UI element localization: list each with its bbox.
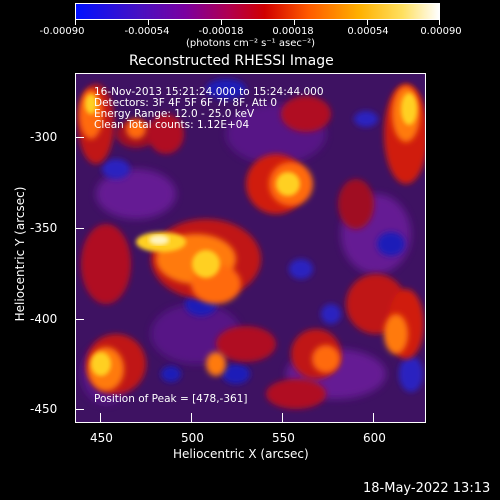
colorbar-tick-label: -0.00018	[198, 26, 244, 37]
rhessi-image: 16-Nov-2013 15:21:24.000 to 15:24:44.000…	[75, 73, 426, 423]
y-tick-label: -400	[30, 312, 58, 326]
colorbar	[75, 3, 440, 20]
footer-timestamp: 18-May-2022 13:13	[363, 481, 491, 496]
rhessi-image-map	[76, 74, 425, 422]
colorbar-ticks	[75, 20, 440, 26]
x-axis-ticks	[75, 413, 426, 423]
y-axis-ticks	[75, 73, 85, 423]
x-axis-label: Heliocentric X (arcsec)	[173, 447, 309, 461]
info-detectors: Detectors: 3F 4F 5F 6F 7F 8F, Att 0	[94, 97, 278, 109]
x-tick-label: 500	[181, 431, 204, 445]
peak-position-label: Position of Peak = [478,-361]	[94, 393, 248, 405]
x-tick-label: 600	[363, 431, 386, 445]
y-tick-label: -300	[30, 130, 58, 144]
colorbar-tick-label: -0.00090	[39, 26, 85, 37]
colorbar-tick-label: 0.00054	[347, 26, 389, 37]
info-energy-range: Energy Range: 12.0 - 25.0 keV	[94, 108, 255, 120]
plot-title: Reconstructed RHESSI Image	[129, 53, 334, 69]
colorbar-units-label: (photons cm⁻² s⁻¹ asec⁻²)	[186, 38, 316, 49]
info-clean-counts: Clean Total counts: 1.12E+04	[94, 119, 250, 131]
colorbar-tick-label: 0.00018	[272, 26, 314, 37]
x-tick-label: 450	[90, 431, 113, 445]
y-tick-label: -350	[30, 221, 58, 235]
info-time-range: 16-Nov-2013 15:21:24.000 to 15:24:44.000	[94, 86, 324, 98]
x-tick-label: 550	[272, 431, 295, 445]
y-tick-label: -450	[30, 402, 58, 416]
y-axis-label: Heliocentric Y (arcsec)	[13, 186, 27, 322]
colorbar-tick-label: -0.00054	[124, 26, 170, 37]
colorbar-tick-label: 0.00090	[420, 26, 462, 37]
